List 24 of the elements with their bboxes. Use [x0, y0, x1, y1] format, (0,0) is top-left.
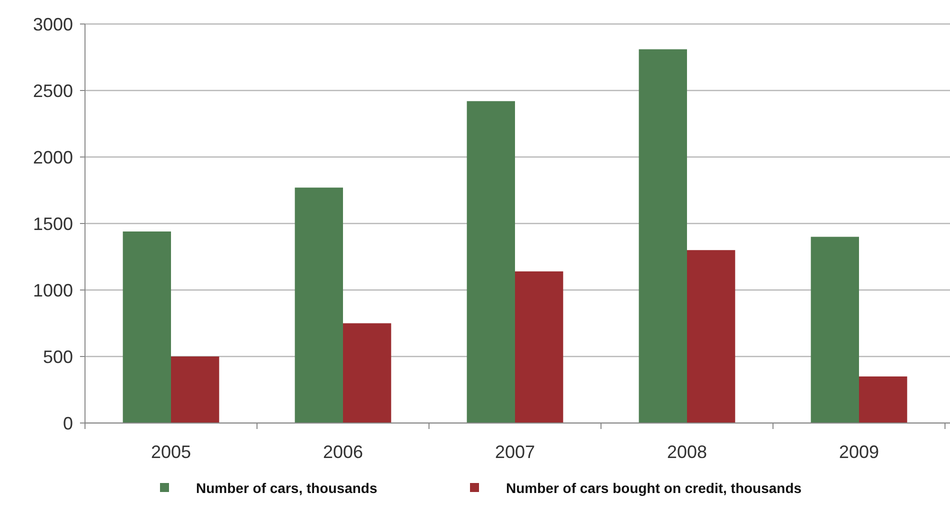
y-tick-label: 2000: [32, 147, 73, 168]
bar: [810, 236, 859, 423]
legend-label: Number of cars bought on credit, thousands: [506, 480, 802, 496]
legend-label: Number of cars, thousands: [196, 480, 378, 496]
bar: [171, 356, 220, 423]
bar: [466, 101, 515, 423]
bar: [638, 49, 687, 423]
y-tick-label: 3000: [32, 14, 73, 34]
x-tick-label: 2005: [150, 442, 192, 462]
y-tick-label: 500: [42, 346, 73, 367]
x-tick-label: 2008: [666, 442, 708, 462]
bar: [859, 376, 908, 423]
y-tick-label: 2500: [32, 80, 73, 101]
x-tick-label: 2007: [494, 442, 536, 462]
x-tick-label: 2006: [322, 442, 364, 462]
bar: [122, 231, 171, 423]
bar: [343, 323, 392, 423]
bar: [294, 188, 343, 423]
bar: [515, 271, 564, 423]
y-tick-label: 1000: [32, 280, 73, 300]
x-tick-label: 2009: [838, 442, 880, 462]
y-tick-label: 0: [62, 413, 73, 434]
bar: [687, 250, 736, 423]
y-tick-label: 1500: [32, 214, 73, 234]
